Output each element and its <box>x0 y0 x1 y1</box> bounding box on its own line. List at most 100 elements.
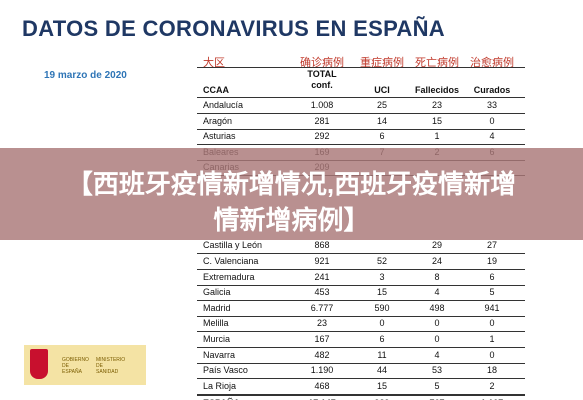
table-cell: 52 <box>376 256 387 266</box>
rule <box>197 253 525 255</box>
rule <box>197 144 525 146</box>
column-header: UCI <box>374 85 390 95</box>
column-header: CCAA <box>203 85 229 95</box>
table-cell: 14 <box>376 115 387 126</box>
table-cell: 15 <box>376 287 387 298</box>
date: 19 marzo de 2020 <box>44 70 127 81</box>
table-cell: 8 <box>434 271 440 282</box>
table-cell: 292 <box>314 131 330 142</box>
table-cell: 1 <box>489 334 495 344</box>
table-cell: 27 <box>486 240 497 251</box>
rule <box>197 315 525 317</box>
table-cell: 4 <box>489 131 495 142</box>
rule <box>197 113 525 114</box>
rule <box>197 393 525 395</box>
table-cell: 0 <box>434 318 440 329</box>
table-cell: 1 <box>434 131 440 142</box>
table-cell: 6 <box>489 271 495 282</box>
column-header: TOTAL conf. <box>307 69 337 90</box>
total-cell: ESPAÑA <box>203 398 240 400</box>
rule <box>197 395 525 397</box>
table-cell: 18 <box>486 365 497 376</box>
table-cell: Andalucía <box>203 100 244 110</box>
zh-header: 确诊病例 <box>300 57 344 69</box>
rule <box>197 128 525 130</box>
table-cell: 281 <box>314 115 330 126</box>
table-cell: Aragón <box>203 115 233 126</box>
total-cell: 17.147 <box>292 398 352 400</box>
table-cell: 24 <box>431 256 442 266</box>
table-cell: Galicia <box>203 287 231 298</box>
table-cell: 921 <box>314 256 330 266</box>
banner-line: 情新增病例】 <box>213 205 370 235</box>
banner-line: 【西班牙疫情新增情况,西班牙疫情新增 <box>66 169 517 199</box>
zh-header: 重症病例 <box>360 57 404 69</box>
table-cell: 6 <box>379 131 385 142</box>
rule <box>197 67 525 68</box>
table-cell: 0 <box>379 318 385 329</box>
table-cell: Madrid <box>203 302 231 313</box>
zh-header: 大区 <box>203 57 225 69</box>
table-cell: 0 <box>489 349 495 360</box>
total-cell: 767 <box>407 398 467 400</box>
table-cell: Murcia <box>203 334 231 344</box>
table-cell: 6.777 <box>310 302 334 313</box>
zh-header: 治愈病例 <box>470 57 514 69</box>
table-cell: 1.190 <box>310 365 334 376</box>
table-cell: 941 <box>484 302 500 313</box>
table-cell: 4 <box>434 287 440 298</box>
rule <box>197 269 525 270</box>
table-cell: 0 <box>434 334 440 344</box>
table-cell: 6 <box>379 334 385 344</box>
logo-gov: GOBIERNO DE ESPAÑA <box>62 357 89 375</box>
total-cell: 1.107 <box>462 398 522 400</box>
table-cell: País Vasco <box>203 365 248 376</box>
table-cell: 241 <box>314 271 330 282</box>
table-cell: 3 <box>379 271 385 282</box>
table-cell: 868 <box>314 240 330 251</box>
table-cell: Navarra <box>203 349 236 360</box>
table-cell: 498 <box>429 302 445 313</box>
zh-header: 死亡病例 <box>415 57 459 69</box>
table-cell: 2 <box>489 380 495 391</box>
column-header: Fallecidos <box>414 85 459 95</box>
table-cell: Melilla <box>203 318 229 329</box>
rule <box>197 378 525 380</box>
table-cell: 453 <box>314 287 330 298</box>
table-cell: 53 <box>431 365 442 376</box>
table-cell: 33 <box>486 100 497 110</box>
table-cell: 0 <box>489 318 495 329</box>
rule <box>197 331 525 333</box>
column-header: Curados <box>473 85 511 95</box>
table-cell: 468 <box>314 380 330 391</box>
logo-ministry: MINISTERIO DE SANIDAD <box>96 357 126 375</box>
total-cell: 939 <box>352 398 412 400</box>
title: DATOS DE CORONAVIRUS EN ESPAÑA <box>22 16 445 41</box>
rule <box>197 97 525 98</box>
table-cell: 1.008 <box>310 100 334 110</box>
table-cell: Extremadura <box>203 271 255 282</box>
rule <box>197 347 525 348</box>
table-cell: C. Valenciana <box>203 256 259 266</box>
table-cell: 44 <box>376 365 387 376</box>
table-cell: 23 <box>431 100 442 110</box>
shield-icon <box>30 349 48 379</box>
rule <box>197 300 525 302</box>
table-cell: 5 <box>489 287 495 298</box>
rule <box>197 362 525 364</box>
table-cell: 4 <box>434 349 440 360</box>
table-cell: 167 <box>314 334 330 344</box>
table-cell: 0 <box>489 115 495 126</box>
table-cell: 19 <box>486 256 497 266</box>
table-cell: 25 <box>376 100 387 110</box>
table-cell: 23 <box>316 318 327 329</box>
table-cell: La Rioja <box>203 380 237 391</box>
banner: 【西班牙疫情新增情况,西班牙疫情新增 情新增病例】 <box>0 148 583 240</box>
logo: GOBIERNO DE ESPAÑA MINISTERIO DE SANIDAD <box>24 345 146 385</box>
table-cell: 11 <box>377 349 387 360</box>
table-cell: Castilla y León <box>203 240 263 251</box>
table-cell: 590 <box>374 302 390 313</box>
rule <box>197 284 525 286</box>
table-cell: 482 <box>314 349 330 360</box>
